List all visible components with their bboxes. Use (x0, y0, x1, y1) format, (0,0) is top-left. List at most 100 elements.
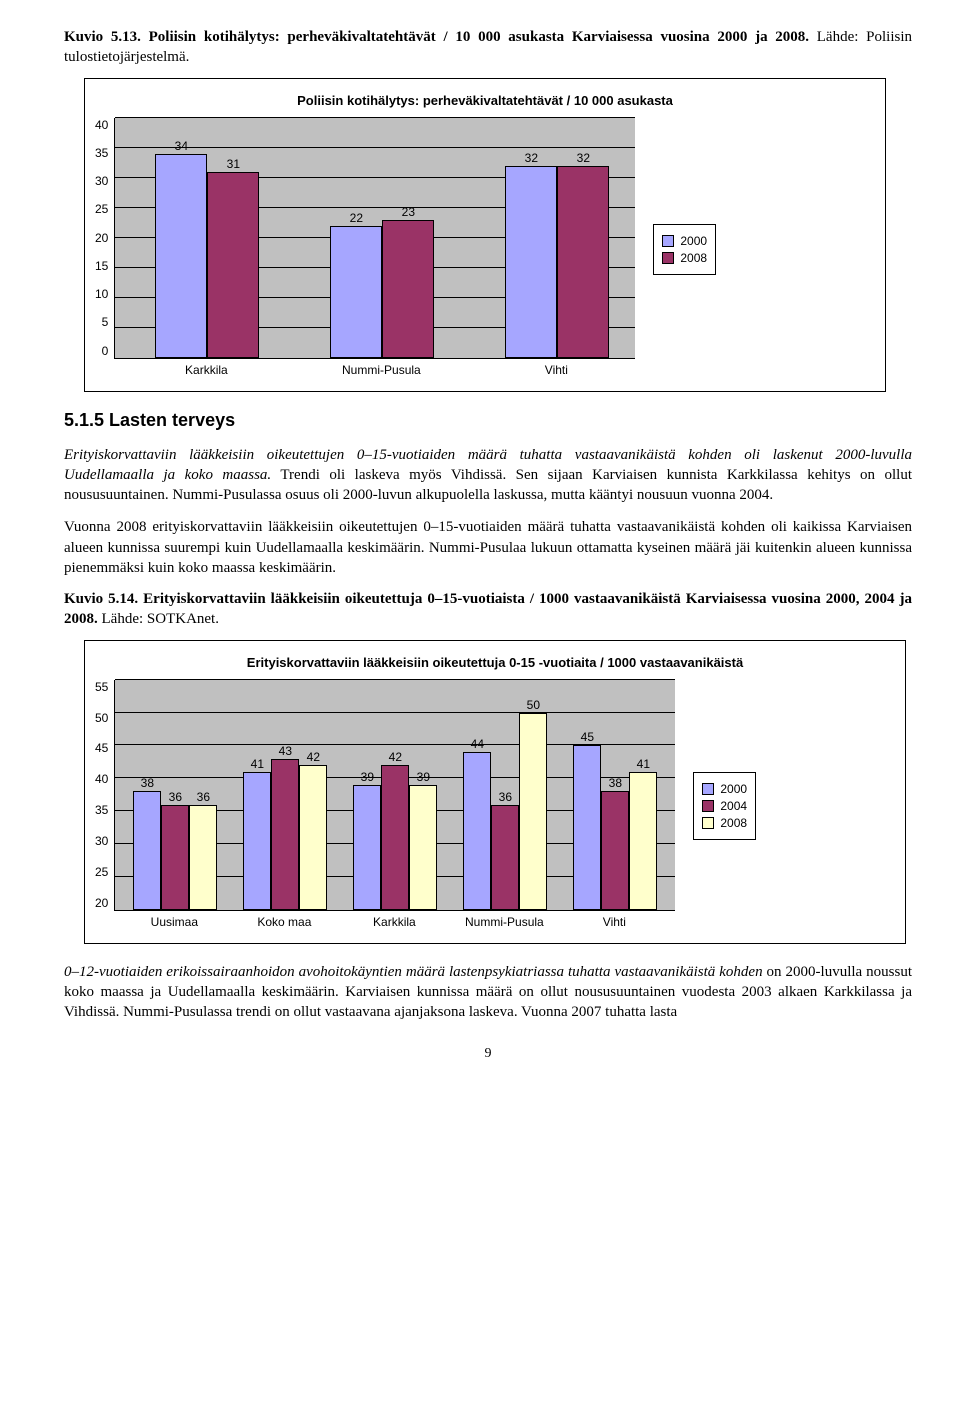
bar-value-label: 38 (609, 776, 622, 790)
y-tick: 20 (95, 896, 108, 910)
bar: 34 (155, 154, 207, 358)
chart-2-x-labels: Uusimaa Koko maa Karkkila Nummi-Pusula Vihti (114, 915, 674, 933)
legend-row: 2008 (662, 251, 707, 265)
chart-2-plot-wrap: 5550454035302520 38363641434239423944365… (95, 680, 675, 933)
bar: 42 (299, 765, 327, 910)
paragraph-3: 0–12-vuotiaiden erikoissairaanhoidon avo… (64, 962, 912, 1023)
legend-swatch (662, 235, 674, 247)
x-axis-label: Vihti (545, 363, 568, 377)
bar-value-label: 50 (527, 698, 540, 712)
y-tick: 30 (95, 174, 108, 188)
page-number: 9 (64, 1046, 912, 1062)
x-axis-label: Nummi-Pusula (342, 363, 421, 377)
chart-2-plot: 383636414342394239443650453841 (114, 680, 675, 911)
bar-value-label: 22 (350, 211, 363, 225)
y-tick: 0 (102, 344, 109, 358)
y-tick: 30 (95, 834, 108, 848)
section-heading-5-1-5: 5.1.5 Lasten terveys (64, 410, 912, 431)
gridline (115, 712, 675, 713)
bar: 44 (463, 752, 491, 910)
x-axis-label: Karkkila (373, 915, 416, 929)
bar-value-label: 45 (581, 730, 594, 744)
x-axis-label: Karkkila (185, 363, 228, 377)
bar-value-label: 32 (577, 151, 590, 165)
paragraph-2: Vuonna 2008 erityiskorvattaviin lääkkeis… (64, 517, 912, 578)
bar-group: 394239 (353, 765, 437, 910)
bar-value-label: 23 (402, 205, 415, 219)
bar-value-label: 34 (175, 139, 188, 153)
bar-value-label: 36 (169, 790, 182, 804)
bar-value-label: 41 (637, 757, 650, 771)
figure-caption-5-13: Kuvio 5.13. Poliisin kotihälytys: perhev… (64, 28, 912, 68)
bar-value-label: 36 (197, 790, 210, 804)
bar: 23 (382, 220, 434, 358)
chart-1-legend: 2000 2008 (653, 224, 716, 275)
chart-1-x-labels: Karkkila Nummi-Pusula Vihti (114, 363, 634, 381)
bar: 36 (491, 805, 519, 910)
y-tick: 50 (95, 711, 108, 725)
bar: 32 (505, 166, 557, 358)
y-tick: 55 (95, 680, 108, 694)
bar: 42 (381, 765, 409, 910)
legend-swatch (702, 783, 714, 795)
legend-row: 2008 (702, 816, 747, 830)
bar: 36 (189, 805, 217, 910)
x-axis-label: Vihti (603, 915, 626, 929)
y-tick: 5 (102, 315, 109, 329)
para3-italic: 0–12-vuotiaiden erikoissairaanhoidon avo… (64, 964, 763, 980)
bar-value-label: 44 (471, 737, 484, 751)
legend-label: 2008 (680, 251, 707, 265)
legend-row: 2004 (702, 799, 747, 813)
bar-group: 443650 (463, 713, 547, 910)
paragraph-1: Erityiskorvattaviin lääkkeisiin oikeutet… (64, 445, 912, 506)
y-tick: 15 (95, 259, 108, 273)
gridline (115, 117, 635, 118)
bar-group: 2223 (330, 220, 434, 358)
legend-label: 2004 (720, 799, 747, 813)
caption2-tail: Lähde: SOTKAnet. (98, 611, 219, 627)
bar: 45 (573, 745, 601, 909)
y-tick: 40 (95, 772, 108, 786)
legend-label: 2000 (720, 782, 747, 796)
bar-group: 3431 (155, 154, 259, 358)
bar: 41 (243, 772, 271, 910)
bar-group: 3232 (505, 166, 609, 358)
bar: 36 (161, 805, 189, 910)
legend-label: 2000 (680, 234, 707, 248)
bar-value-label: 32 (525, 151, 538, 165)
y-tick: 35 (95, 803, 108, 817)
y-tick: 10 (95, 287, 108, 301)
bar: 38 (601, 791, 629, 909)
x-axis-label: Koko maa (257, 915, 311, 929)
y-tick: 20 (95, 231, 108, 245)
y-tick: 35 (95, 146, 108, 160)
bar: 39 (409, 785, 437, 910)
bar-value-label: 39 (417, 770, 430, 784)
x-axis-label: Uusimaa (151, 915, 198, 929)
bar-group: 383636 (133, 791, 217, 909)
y-tick: 25 (95, 202, 108, 216)
legend-swatch (662, 252, 674, 264)
chart-1-y-axis: 4035302520151050 (95, 118, 114, 358)
bar: 31 (207, 172, 259, 358)
chart-1-frame: Poliisin kotihälytys: perheväkivaltateht… (84, 78, 886, 392)
legend-swatch (702, 817, 714, 829)
bar: 38 (133, 791, 161, 909)
x-axis-label: Nummi-Pusula (465, 915, 544, 929)
chart-1-title: Poliisin kotihälytys: perheväkivaltateht… (95, 93, 875, 108)
bar: 39 (353, 785, 381, 910)
bar-value-label: 31 (227, 157, 240, 171)
chart-2-frame: Erityiskorvattaviin lääkkeisiin oikeutet… (84, 640, 906, 944)
chart-2-title: Erityiskorvattaviin lääkkeisiin oikeutet… (95, 655, 895, 670)
caption-lead: Kuvio 5.13. Poliisin kotihälytys: perhev… (64, 29, 809, 45)
gridline (115, 147, 635, 148)
chart-1-body: 4035302520151050 343122233232 KarkkilaNu… (95, 118, 875, 381)
bar-value-label: 41 (251, 757, 264, 771)
bar-value-label: 42 (389, 750, 402, 764)
bar: 43 (271, 759, 299, 910)
bar-value-label: 39 (361, 770, 374, 784)
chart-2-body: 5550454035302520 38363641434239423944365… (95, 680, 895, 933)
chart-1-plot-wrap: 4035302520151050 343122233232 KarkkilaNu… (95, 118, 635, 381)
legend-row: 2000 (662, 234, 707, 248)
legend-row: 2000 (702, 782, 747, 796)
